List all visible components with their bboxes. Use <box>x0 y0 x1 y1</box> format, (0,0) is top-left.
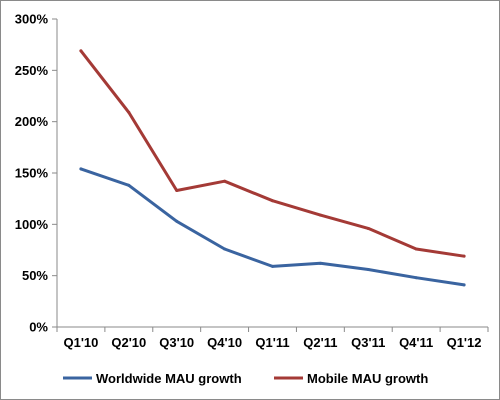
x-axis: Q1'10 Q2'10 Q3'10 Q4'10 Q1'11 Q2'11 Q3'11 Q4'11… <box>56 326 489 350</box>
series-line-1 <box>79 49 466 258</box>
x-tick-label: Q2'10 <box>111 335 146 350</box>
data-point <box>318 213 322 217</box>
legend-label-0: Worldwide MAU growth <box>96 371 242 386</box>
legend: Worldwide MAU growth Mobile MAU growth <box>63 371 428 386</box>
data-point <box>79 49 83 53</box>
x-tick-label: Q1'10 <box>63 335 98 350</box>
y-tick-label: 150% <box>15 166 49 181</box>
x-tick-label: Q4'11 <box>399 335 433 350</box>
data-point <box>462 283 466 287</box>
y-tick-label: 300% <box>15 12 49 27</box>
data-point <box>414 276 418 280</box>
data-point <box>271 199 274 203</box>
x-tick-label: Q1'12 <box>447 335 482 350</box>
data-point <box>127 183 131 187</box>
data-point <box>318 261 322 265</box>
y-tick-label: 100% <box>15 217 49 232</box>
y-tick-label: 250% <box>15 63 49 78</box>
data-point <box>462 254 466 258</box>
data-point <box>223 179 227 183</box>
data-point <box>223 247 227 251</box>
y-tick-label: 0% <box>29 320 48 335</box>
x-tick-label: Q4'10 <box>207 335 242 350</box>
series-layer <box>79 49 466 287</box>
y-axis: 0% 50% 100% 150% 200% 250% 300% <box>15 12 58 335</box>
x-tick-label: Q3'11 <box>351 335 385 350</box>
x-tick-label: Q2'11 <box>303 335 337 350</box>
data-point <box>414 247 418 251</box>
x-tick-label: Q3'10 <box>159 335 194 350</box>
data-point <box>79 167 83 171</box>
data-point <box>175 219 179 223</box>
data-point <box>271 264 274 268</box>
data-point <box>366 226 370 230</box>
data-point <box>175 188 179 192</box>
legend-label-1: Mobile MAU growth <box>307 371 428 386</box>
x-tick-label: Q1'11 <box>255 335 289 350</box>
data-point <box>366 268 370 272</box>
data-point <box>127 110 131 114</box>
y-tick-label: 50% <box>22 268 48 283</box>
y-tick-label: 200% <box>15 114 49 129</box>
